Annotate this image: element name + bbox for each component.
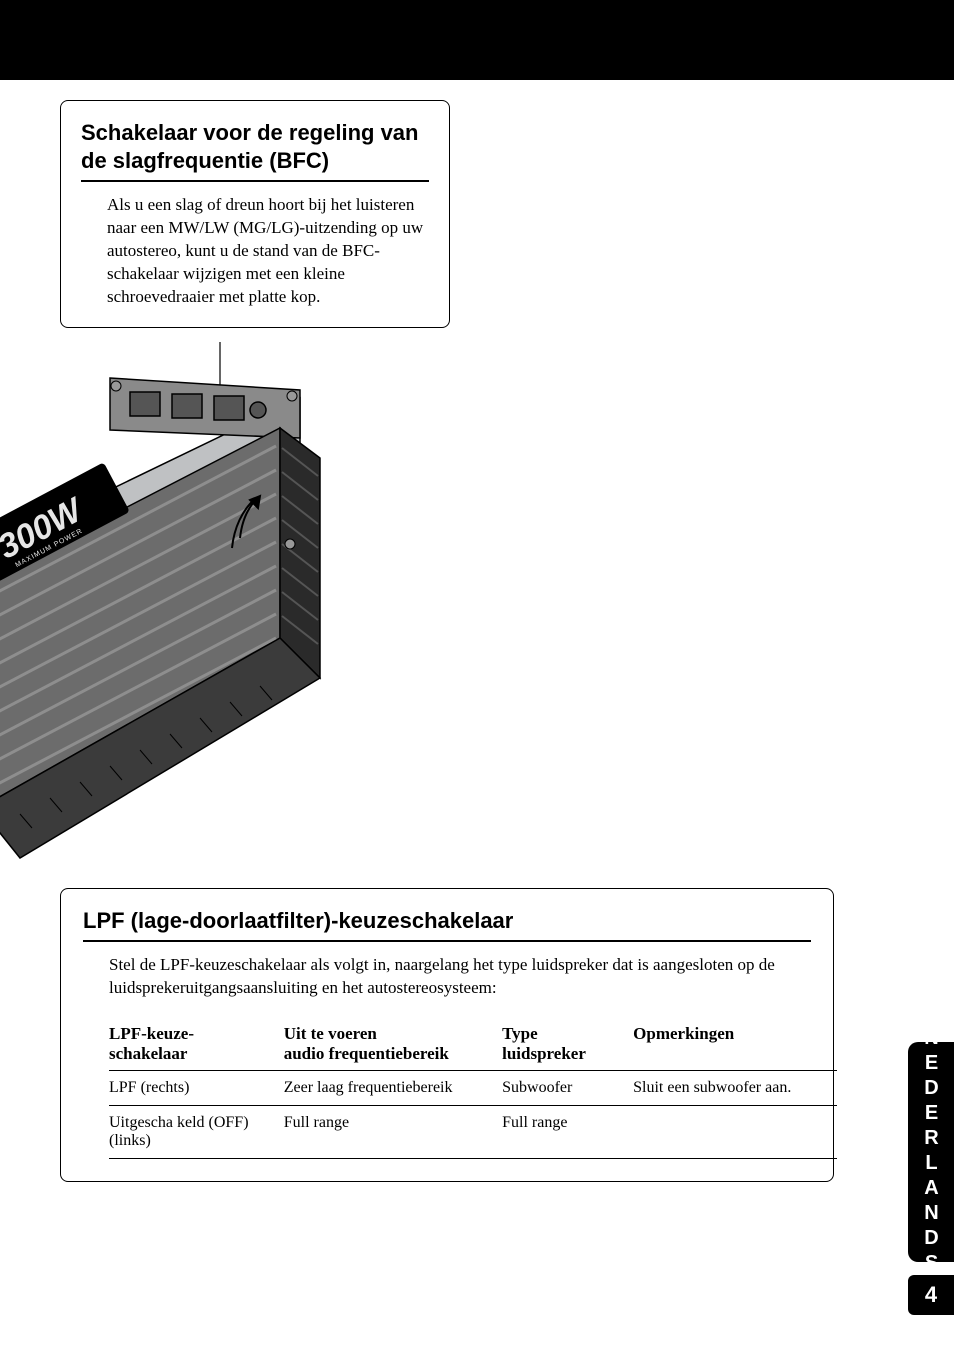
th-line1: Uit te voeren — [284, 1024, 377, 1043]
table-cell: Zeer laag frequentiebereik — [284, 1071, 502, 1106]
lpf-callout-box: LPF (lage-doorlaatfilter)-keuzeschakelaa… — [60, 888, 834, 1182]
table-cell: Full range — [502, 1106, 633, 1159]
table-header-row: LPF-keuze- schakelaar Uit te voeren audi… — [109, 1018, 837, 1071]
table-cell: Subwoofer — [502, 1071, 633, 1106]
th-line1: Type — [502, 1024, 538, 1043]
lpf-body: Stel de LPF-keuzeschakelaar als volgt in… — [83, 954, 811, 1000]
top-black-bar — [0, 0, 954, 80]
bfc-callout-box: Schakelaar voor de regeling van de slagf… — [60, 100, 450, 328]
bfc-body: Als u een slag of dreun hoort bij het lu… — [81, 194, 429, 309]
th-line1: LPF-keuze- — [109, 1024, 194, 1043]
th-line2: luidspreker — [502, 1044, 586, 1063]
amplifier-illustration: 300W MAXIMUM POWER — [0, 338, 460, 868]
table-cell: LPF (rechts) — [109, 1071, 284, 1106]
table-header: LPF-keuze- schakelaar — [109, 1018, 284, 1071]
bfc-title: Schakelaar voor de regeling van de slagf… — [81, 119, 429, 182]
language-tab-label: NEDERLANDS — [920, 1027, 943, 1277]
th-line2: schakelaar — [109, 1044, 187, 1063]
table-cell: Full range — [284, 1106, 502, 1159]
table-row: Uitgescha keld (OFF) (links) Full range … — [109, 1106, 837, 1159]
table-cell — [633, 1106, 837, 1159]
table-header: Opmerkingen — [633, 1018, 837, 1071]
language-tab: NEDERLANDS — [908, 1042, 954, 1262]
table-cell: Uitgescha keld (OFF) (links) — [109, 1106, 284, 1159]
lpf-title: LPF (lage-doorlaatfilter)-keuzeschakelaa… — [83, 907, 811, 943]
th-line1: Opmerkingen — [633, 1024, 734, 1043]
table-row: LPF (rechts) Zeer laag frequentiebereik … — [109, 1071, 837, 1106]
table-header: Uit te voeren audio frequentiebereik — [284, 1018, 502, 1071]
page-content: Schakelaar voor de regeling van de slagf… — [0, 80, 954, 1182]
page-number: 4 — [908, 1275, 954, 1315]
table-header: Type luidspreker — [502, 1018, 633, 1071]
th-line2: audio frequentiebereik — [284, 1044, 449, 1063]
table-cell: Sluit een subwoofer aan. — [633, 1071, 837, 1106]
lpf-table: LPF-keuze- schakelaar Uit te voeren audi… — [109, 1018, 837, 1159]
